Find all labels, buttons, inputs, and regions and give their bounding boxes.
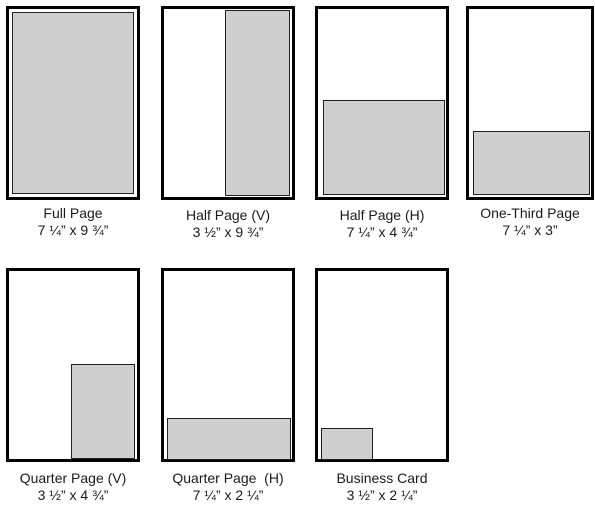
size-name: One-Third Page [480, 205, 580, 221]
size-label-full-page: Full Page 7 ¼” x 9 ¾” [3, 205, 143, 239]
page-full [6, 6, 140, 200]
ad-area-business-card [321, 428, 373, 460]
page-quarter-vertical [6, 268, 140, 462]
size-dimensions: 7 ¼” x 9 ¾” [37, 222, 109, 238]
size-name: Business Card [336, 470, 428, 486]
size-dimensions: 3 ½” x 4 ¾” [37, 487, 109, 503]
size-name: Quarter Page (V) [19, 470, 127, 486]
size-dimensions: 7 ¼” x 2 ¼” [192, 487, 264, 503]
ad-area-half-page-v [225, 10, 290, 196]
size-label-half-page-h: Half Page (H) 7 ¼” x 4 ¾” [312, 207, 452, 241]
size-name: Full Page [43, 205, 103, 221]
size-dimensions: 3 ½” x 9 ¾” [192, 224, 264, 240]
size-name: Half Page (V) [185, 207, 271, 223]
size-dimensions: 3 ½” x 2 ¼” [346, 487, 418, 503]
size-label-half-page-v: Half Page (V) 3 ½” x 9 ¾” [158, 207, 298, 241]
page-half-vertical [161, 6, 295, 200]
size-dimensions: 7 ¼” x 3” [502, 222, 558, 238]
size-name: Half Page (H) [339, 207, 425, 223]
size-name: Quarter Page (H) [172, 470, 284, 486]
ad-area-quarter-page-v [71, 364, 135, 459]
ad-area-one-third-page [473, 131, 590, 195]
size-label-quarter-page-v: Quarter Page (V) 3 ½” x 4 ¾” [1, 470, 145, 504]
size-label-business-card: Business Card 3 ½” x 2 ¼” [312, 470, 452, 504]
ad-area-quarter-page-h [167, 418, 291, 460]
ad-area-half-page-h [323, 100, 445, 195]
ad-area-full-page [12, 12, 134, 194]
page-business-card [315, 268, 449, 462]
page-half-horizontal [315, 6, 449, 200]
size-label-quarter-page-h: Quarter Page (H) 7 ¼” x 2 ¼” [156, 470, 300, 504]
page-one-third [466, 6, 594, 200]
size-dimensions: 7 ¼” x 4 ¾” [346, 224, 418, 240]
size-label-one-third-page: One-Third Page 7 ¼” x 3” [466, 205, 594, 239]
page-quarter-horizontal [161, 268, 295, 462]
